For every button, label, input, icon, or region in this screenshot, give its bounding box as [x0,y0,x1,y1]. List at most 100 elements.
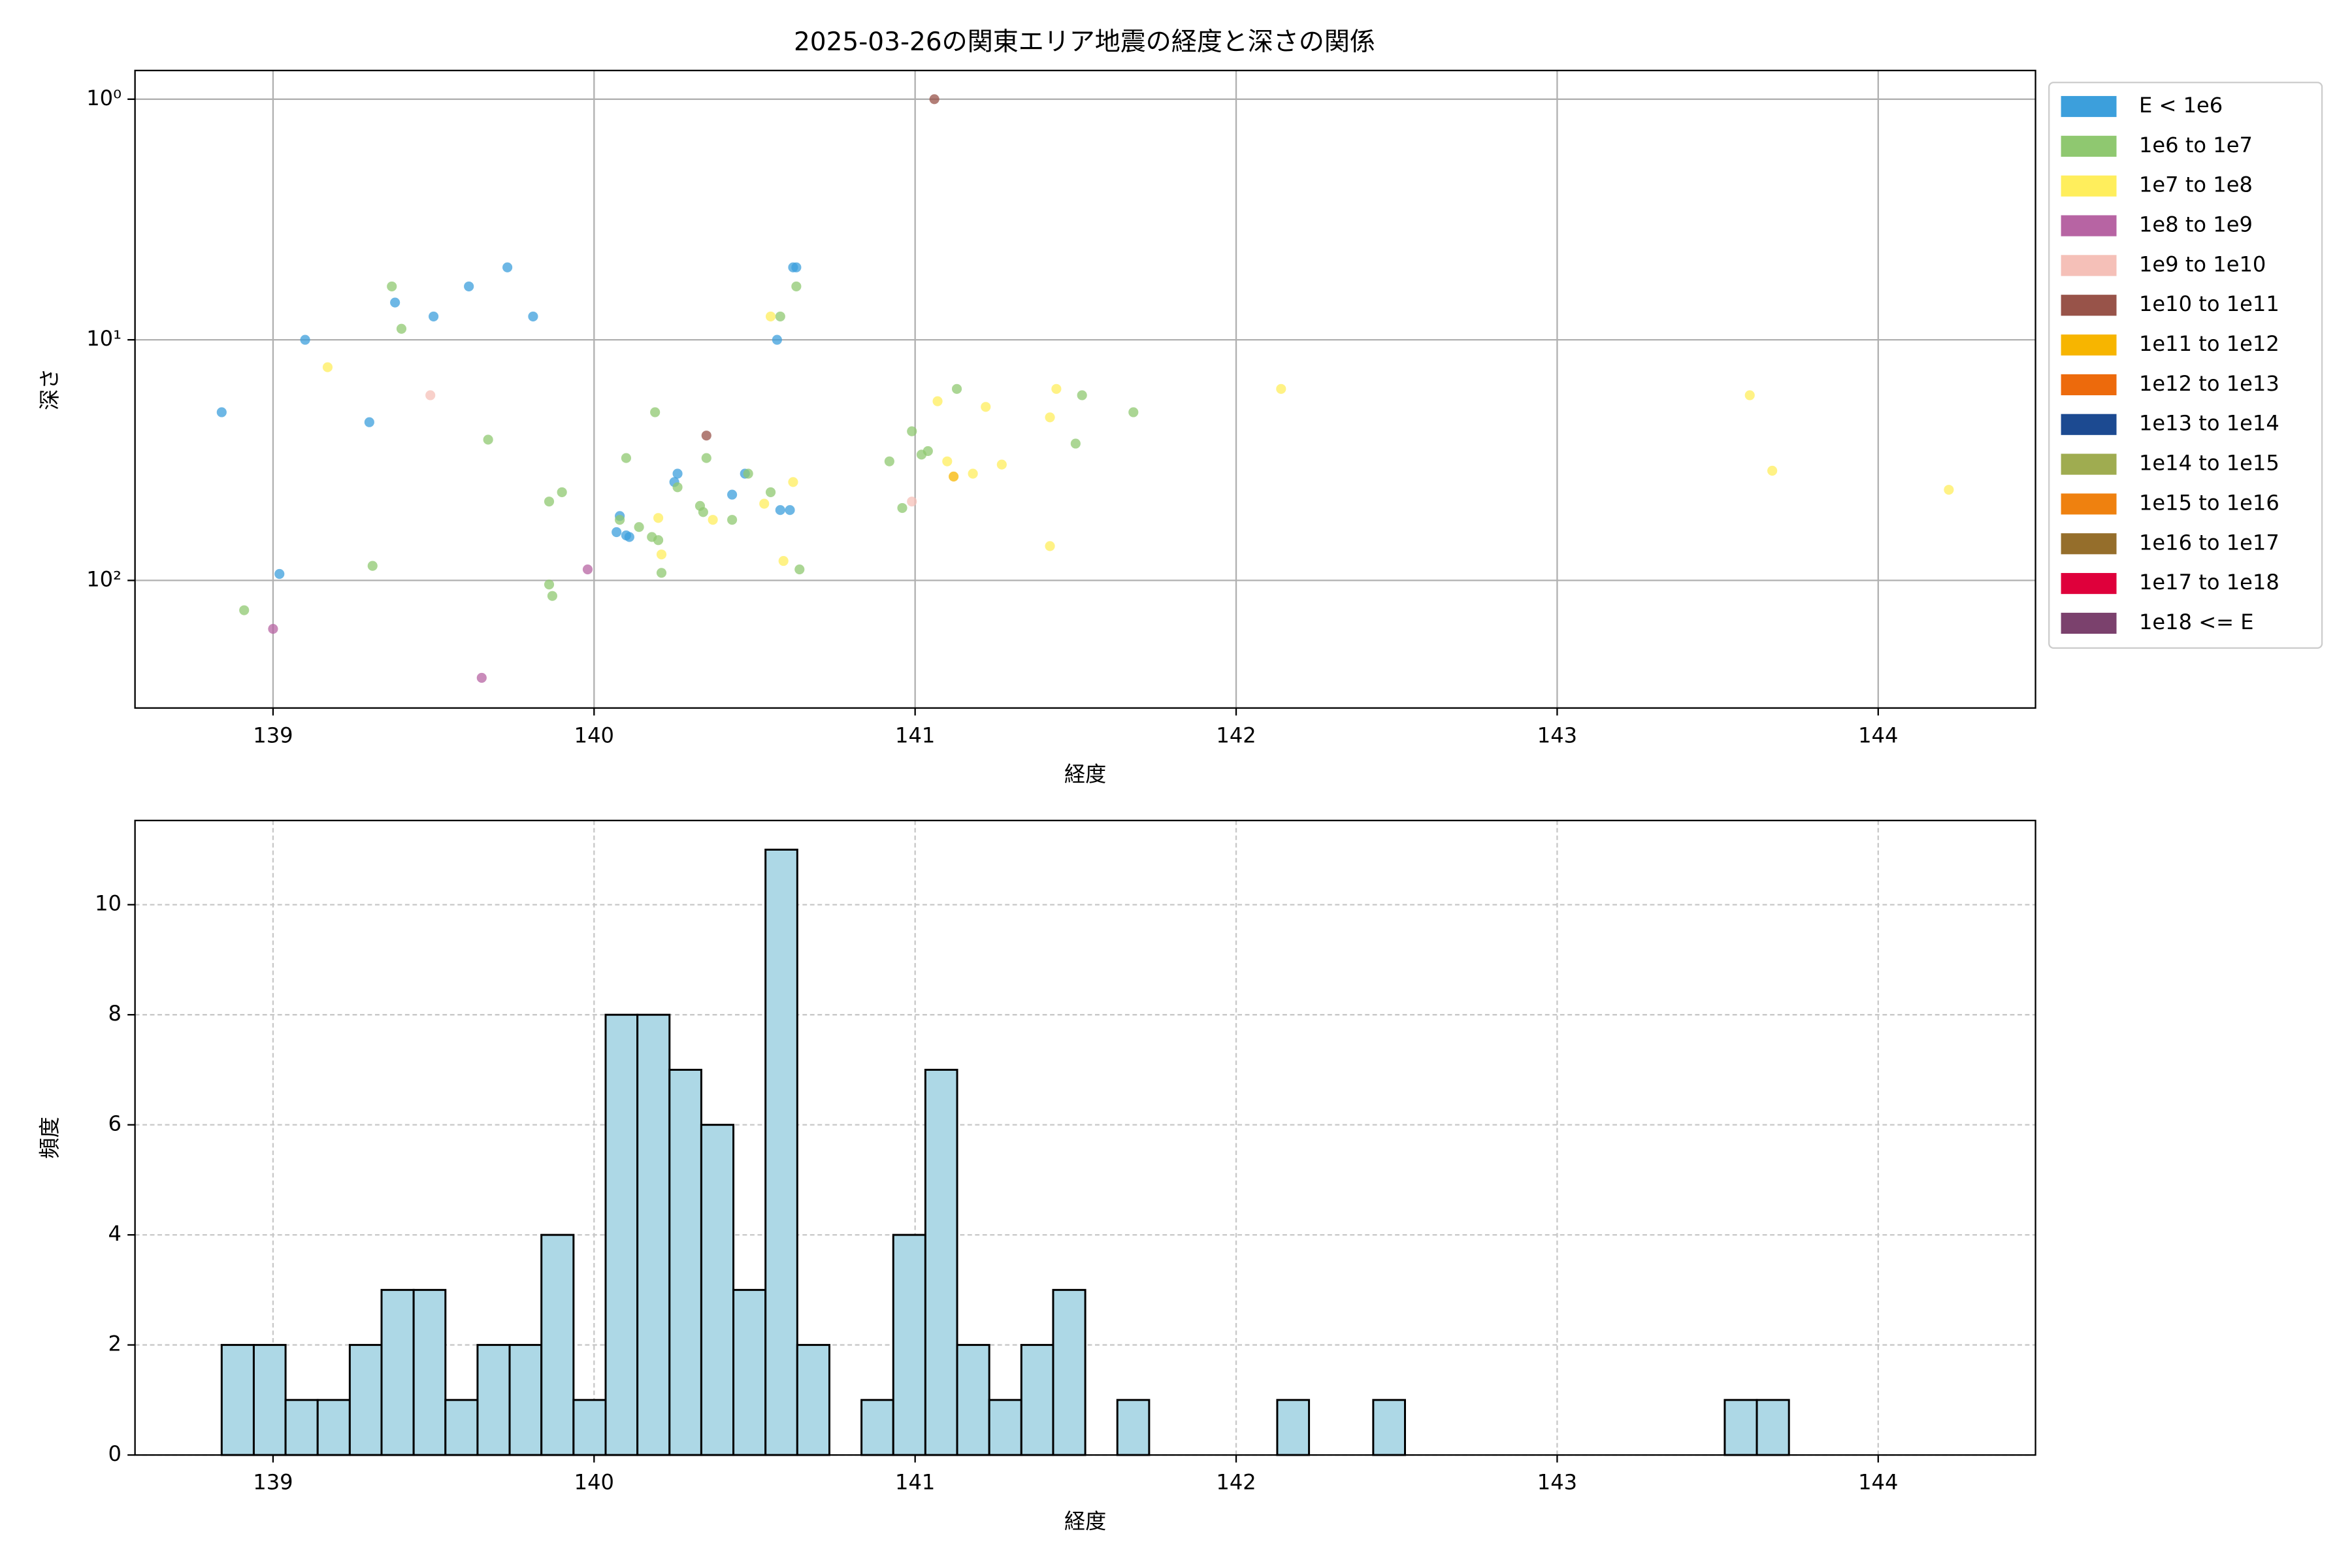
bar [220,1344,255,1456]
point [1077,390,1087,400]
legend-swatch [2061,453,2117,475]
bar [572,1399,607,1456]
point [547,591,557,601]
point [268,624,278,634]
y-axis-label: 頻度 [37,1117,62,1158]
legend-swatch [2061,175,2117,197]
point [502,262,513,272]
point [778,556,789,566]
bar [476,1344,511,1456]
bar [1723,1399,1758,1456]
point [650,407,661,417]
legend-swatch [2061,215,2117,237]
point [996,459,1007,470]
y-tick-label: 4 [108,1221,122,1246]
legend-swatch [2061,374,2117,395]
point [544,580,555,590]
bar [412,1288,447,1456]
x-tick-label: 141 [895,723,935,747]
point [1051,384,1062,394]
point [653,535,664,546]
point [1070,438,1081,449]
point [884,456,894,466]
point [322,362,333,372]
point [1276,384,1286,394]
bar [636,1013,671,1456]
bar [732,1288,767,1456]
legend-swatch [2061,533,2117,555]
legend-box [2048,82,2323,649]
point [653,513,664,523]
legend-swatch [2061,295,2117,316]
point [743,468,753,479]
point [701,453,711,463]
legend-label: 1e7 to 1e8 [2139,172,2253,197]
bar [924,1068,958,1456]
y-tick-label: 10⁰ [86,86,122,110]
x-tick-label: 143 [1537,723,1577,747]
legend-label: 1e9 to 1e10 [2139,252,2266,276]
point [624,532,634,542]
legend-swatch [2061,573,2117,595]
bar [284,1399,319,1456]
legend-label: 1e15 to 1e16 [2139,490,2279,515]
point [949,471,959,482]
point [932,396,943,406]
point [727,515,738,525]
point [656,568,667,578]
bar [380,1288,415,1456]
legend-swatch [2061,612,2117,634]
point [951,384,962,394]
point [364,417,374,427]
point [708,515,718,525]
legend-swatch [2061,135,2117,157]
point [239,605,250,615]
bar [1052,1288,1086,1456]
legend-label: 1e17 to 1e18 [2139,570,2279,595]
y-tick-label: 6 [108,1111,122,1136]
point [672,482,683,493]
point [476,672,487,683]
bar [764,849,798,1456]
bar [252,1344,287,1456]
y-tick-label: 10² [86,566,122,591]
point [791,262,802,272]
point [772,335,782,345]
point [1128,407,1139,417]
point [672,468,683,479]
point [557,487,567,497]
point [464,281,474,291]
point [785,505,795,515]
x-tick-label: 139 [253,1470,293,1495]
legend-label: 1e10 to 1e11 [2139,291,2279,316]
y-tick-label: 10¹ [86,326,122,351]
x-axis-label: 経度 [1064,1509,1106,1533]
point [897,502,907,514]
x-tick-label: 144 [1858,723,1898,747]
x-tick-label: 143 [1537,1470,1577,1495]
point [300,335,310,345]
bar [1756,1399,1790,1456]
bar [956,1344,990,1456]
legend-swatch [2061,414,2117,435]
bar [604,1013,639,1456]
point [701,431,711,441]
point [775,311,785,321]
point [981,402,991,412]
point [216,407,227,417]
point [788,477,798,487]
point [615,515,625,525]
bar [796,1344,830,1456]
x-tick-label: 139 [253,723,293,747]
point [1045,541,1055,551]
legend-swatch [2061,95,2117,118]
bar [700,1124,735,1456]
bar [1116,1399,1151,1456]
point [528,311,538,321]
bar [1276,1399,1311,1456]
bar [316,1399,351,1456]
point [923,446,933,456]
legend-label: 1e11 to 1e12 [2139,331,2279,356]
point [429,311,439,321]
